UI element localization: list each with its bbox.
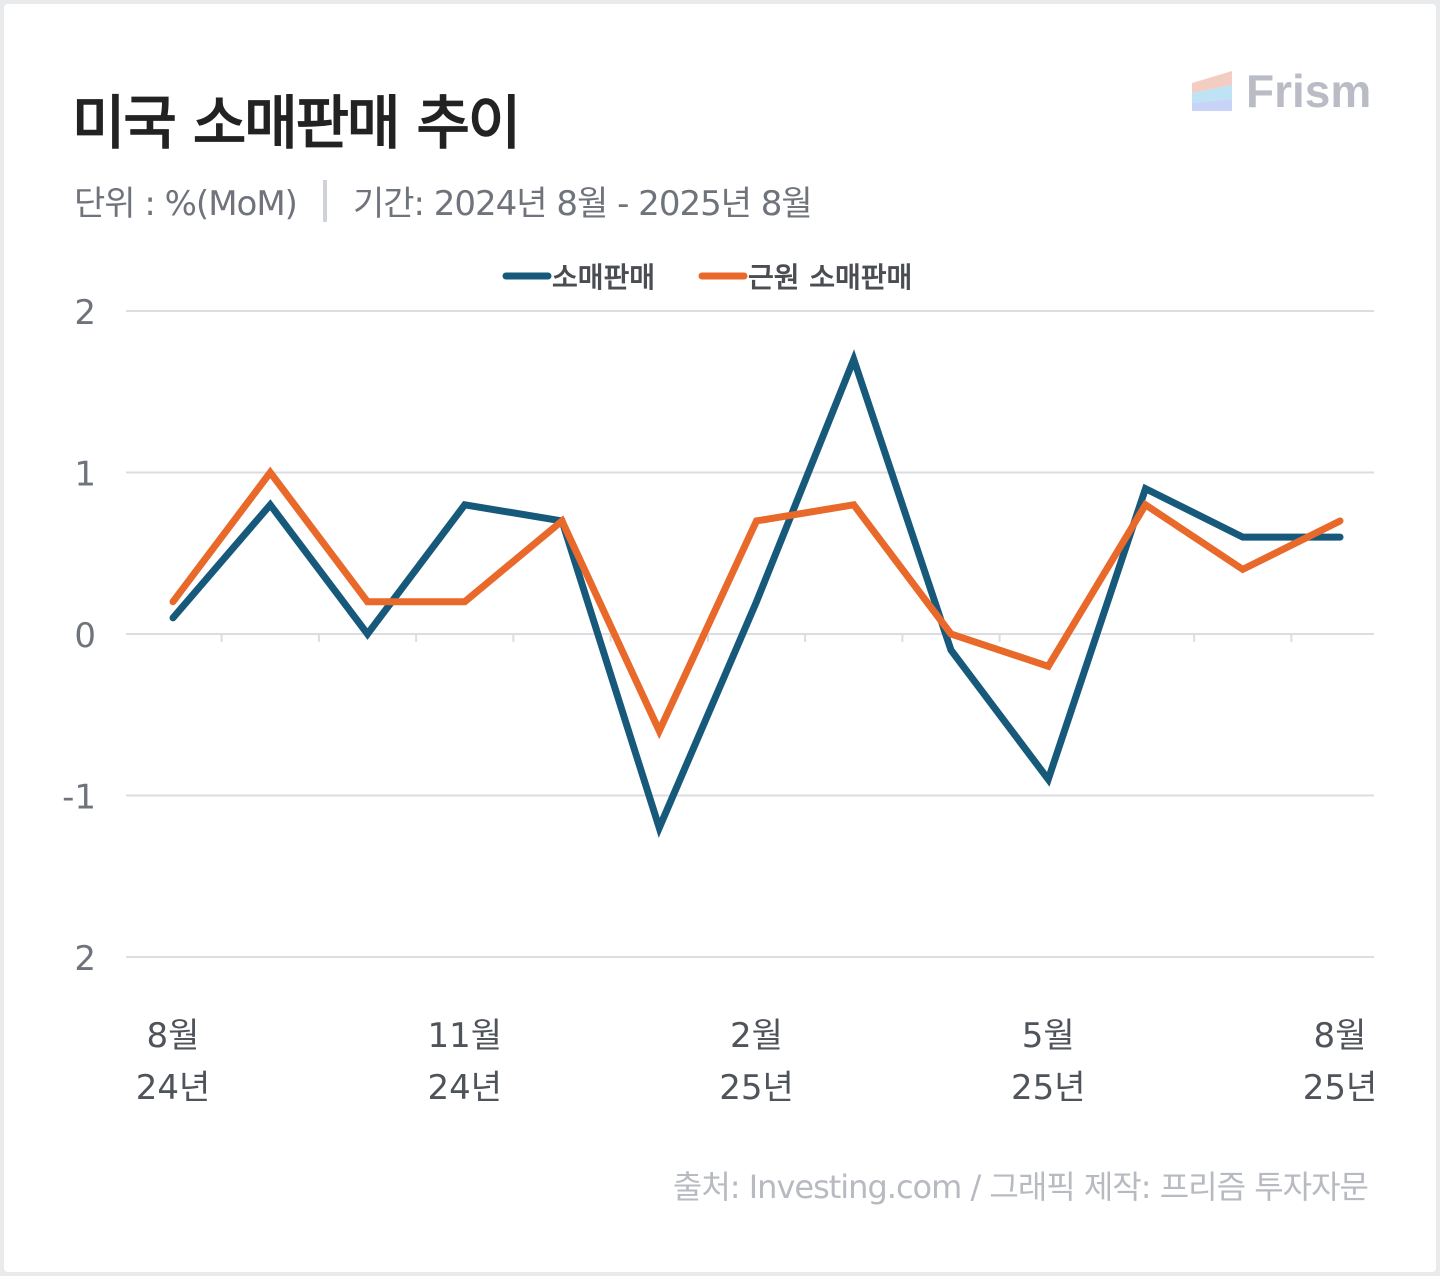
y-tick-label: -1	[62, 778, 96, 818]
x-tick-year: 24년	[427, 1068, 502, 1108]
y-tick-label: 2	[74, 293, 96, 333]
y-tick-label: 1	[74, 455, 96, 495]
x-tick-year: 25년	[719, 1068, 794, 1108]
data-point	[658, 730, 660, 732]
data-point	[1242, 568, 1244, 570]
y-tick-label: 2	[74, 939, 96, 979]
data-point	[464, 504, 466, 506]
x-tick-month: 2월	[730, 1016, 783, 1056]
logo-mark-icon	[1192, 71, 1232, 111]
data-point	[367, 633, 368, 635]
data-point	[950, 649, 952, 651]
data-point	[853, 358, 855, 360]
data-point	[367, 601, 368, 603]
data-point	[269, 504, 271, 506]
data-point	[172, 601, 174, 603]
data-point	[950, 633, 952, 635]
x-tick-month: 8월	[147, 1016, 200, 1056]
data-point	[464, 601, 466, 603]
legend-label: 소매판매	[552, 261, 655, 294]
page-title: 미국 소매판매 추이	[72, 89, 521, 157]
x-tick-year: 25년	[1011, 1068, 1086, 1108]
x-tick-year: 24년	[136, 1068, 211, 1108]
data-point	[172, 617, 174, 619]
frism-logo: Frism	[1192, 64, 1371, 118]
x-tick-month: 8월	[1314, 1016, 1367, 1056]
data-point	[1339, 536, 1341, 538]
x-tick-month: 11월	[427, 1016, 502, 1056]
x-tick-year: 25년	[1303, 1068, 1378, 1108]
line-chart: 2 1 0 -1 2 8월 24년 11월 24년 2월 25년 5월 25년 8월 25년 소매판매 근원 소…	[62, 261, 1378, 1108]
logo-text: Frism	[1246, 65, 1372, 117]
data-point	[561, 520, 563, 522]
unit-label: 단위 : %(MoM)	[74, 184, 298, 224]
data-point	[658, 827, 660, 829]
data-point	[853, 504, 855, 506]
data-point	[1145, 488, 1146, 490]
data-point	[1047, 665, 1049, 667]
data-point	[1242, 536, 1244, 538]
data-point	[1047, 778, 1049, 780]
y-tick-label: 0	[74, 616, 96, 656]
x-tick-month: 5월	[1022, 1016, 1075, 1056]
divider	[322, 179, 327, 222]
data-point	[269, 472, 271, 473]
data-point	[1145, 504, 1146, 506]
chart-card: 미국 소매판매 추이 단위 : %(MoM) 기간: 2024년 8월 - 20…	[4, 4, 1436, 1272]
period-label: 기간: 2024년 8월 - 2025년 8월	[352, 184, 813, 224]
subtitle: 단위 : %(MoM) 기간: 2024년 8월 - 2025년 8월	[74, 176, 813, 225]
source-note: 출처: Investing.com / 그래픽 제작: 프리즘 투자자문	[672, 1168, 1369, 1206]
data-point	[756, 520, 757, 522]
data-point	[1339, 520, 1341, 522]
series-line-0	[169, 349, 1344, 838]
data-point	[756, 601, 757, 603]
legend-label: 근원 소매판매	[748, 261, 912, 294]
